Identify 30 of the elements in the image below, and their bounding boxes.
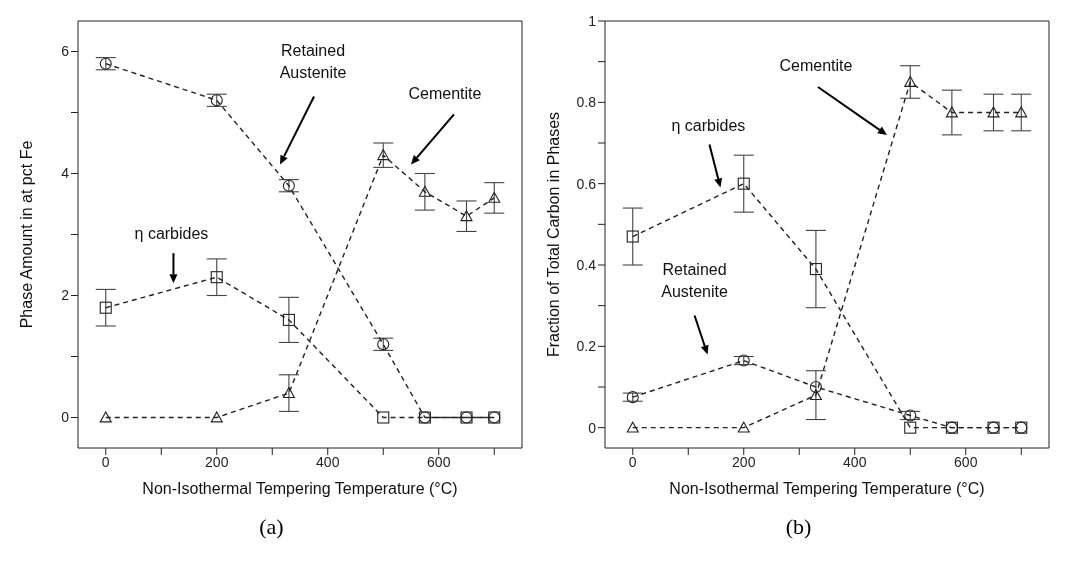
annotation: η carbides xyxy=(671,116,746,134)
x-tick-label: 0 xyxy=(101,453,110,470)
y-tick-label: 0 xyxy=(61,409,70,426)
x-tick-label: 200 xyxy=(205,453,229,470)
y-tick-label: 0.2 xyxy=(576,338,597,355)
y-tick-label: 0.8 xyxy=(576,94,597,111)
y-tick-label: 0.4 xyxy=(576,256,597,273)
y-tick-label: 1 xyxy=(588,12,597,29)
annotation: Cementite xyxy=(779,57,853,75)
y-tick-label: 2 xyxy=(61,287,70,304)
x-tick-label: 600 xyxy=(427,453,451,470)
y-tick-label: 4 xyxy=(61,165,70,182)
text: (a) xyxy=(259,514,284,540)
y-axis-title: Fraction of Total Carbon in Phases xyxy=(544,111,562,358)
y-tick-label: 6 xyxy=(61,43,70,60)
x-tick-label: 400 xyxy=(316,453,340,470)
annotation: Cementite xyxy=(408,84,482,102)
x-axis-title: Non-Isothermal Tempering Temperature (°C) xyxy=(142,480,458,497)
y-tick-label: 0.6 xyxy=(576,175,597,192)
annotation: Retained Austenite xyxy=(661,260,729,300)
text: (b) xyxy=(785,514,812,540)
x-axis-title: Non-Isothermal Tempering Temperature (°C) xyxy=(669,480,985,497)
x-tick-label: 200 xyxy=(732,453,756,470)
x-tick-label: 400 xyxy=(843,453,867,470)
annotation: η carbides xyxy=(134,225,209,243)
annotation: Retained Austenite xyxy=(279,41,347,81)
x-tick-label: 600 xyxy=(954,453,978,470)
y-tick-label: 0 xyxy=(588,419,597,436)
x-tick-label: 0 xyxy=(628,453,637,470)
y-axis-title: Phase Amount in at pct Fe xyxy=(17,140,35,329)
